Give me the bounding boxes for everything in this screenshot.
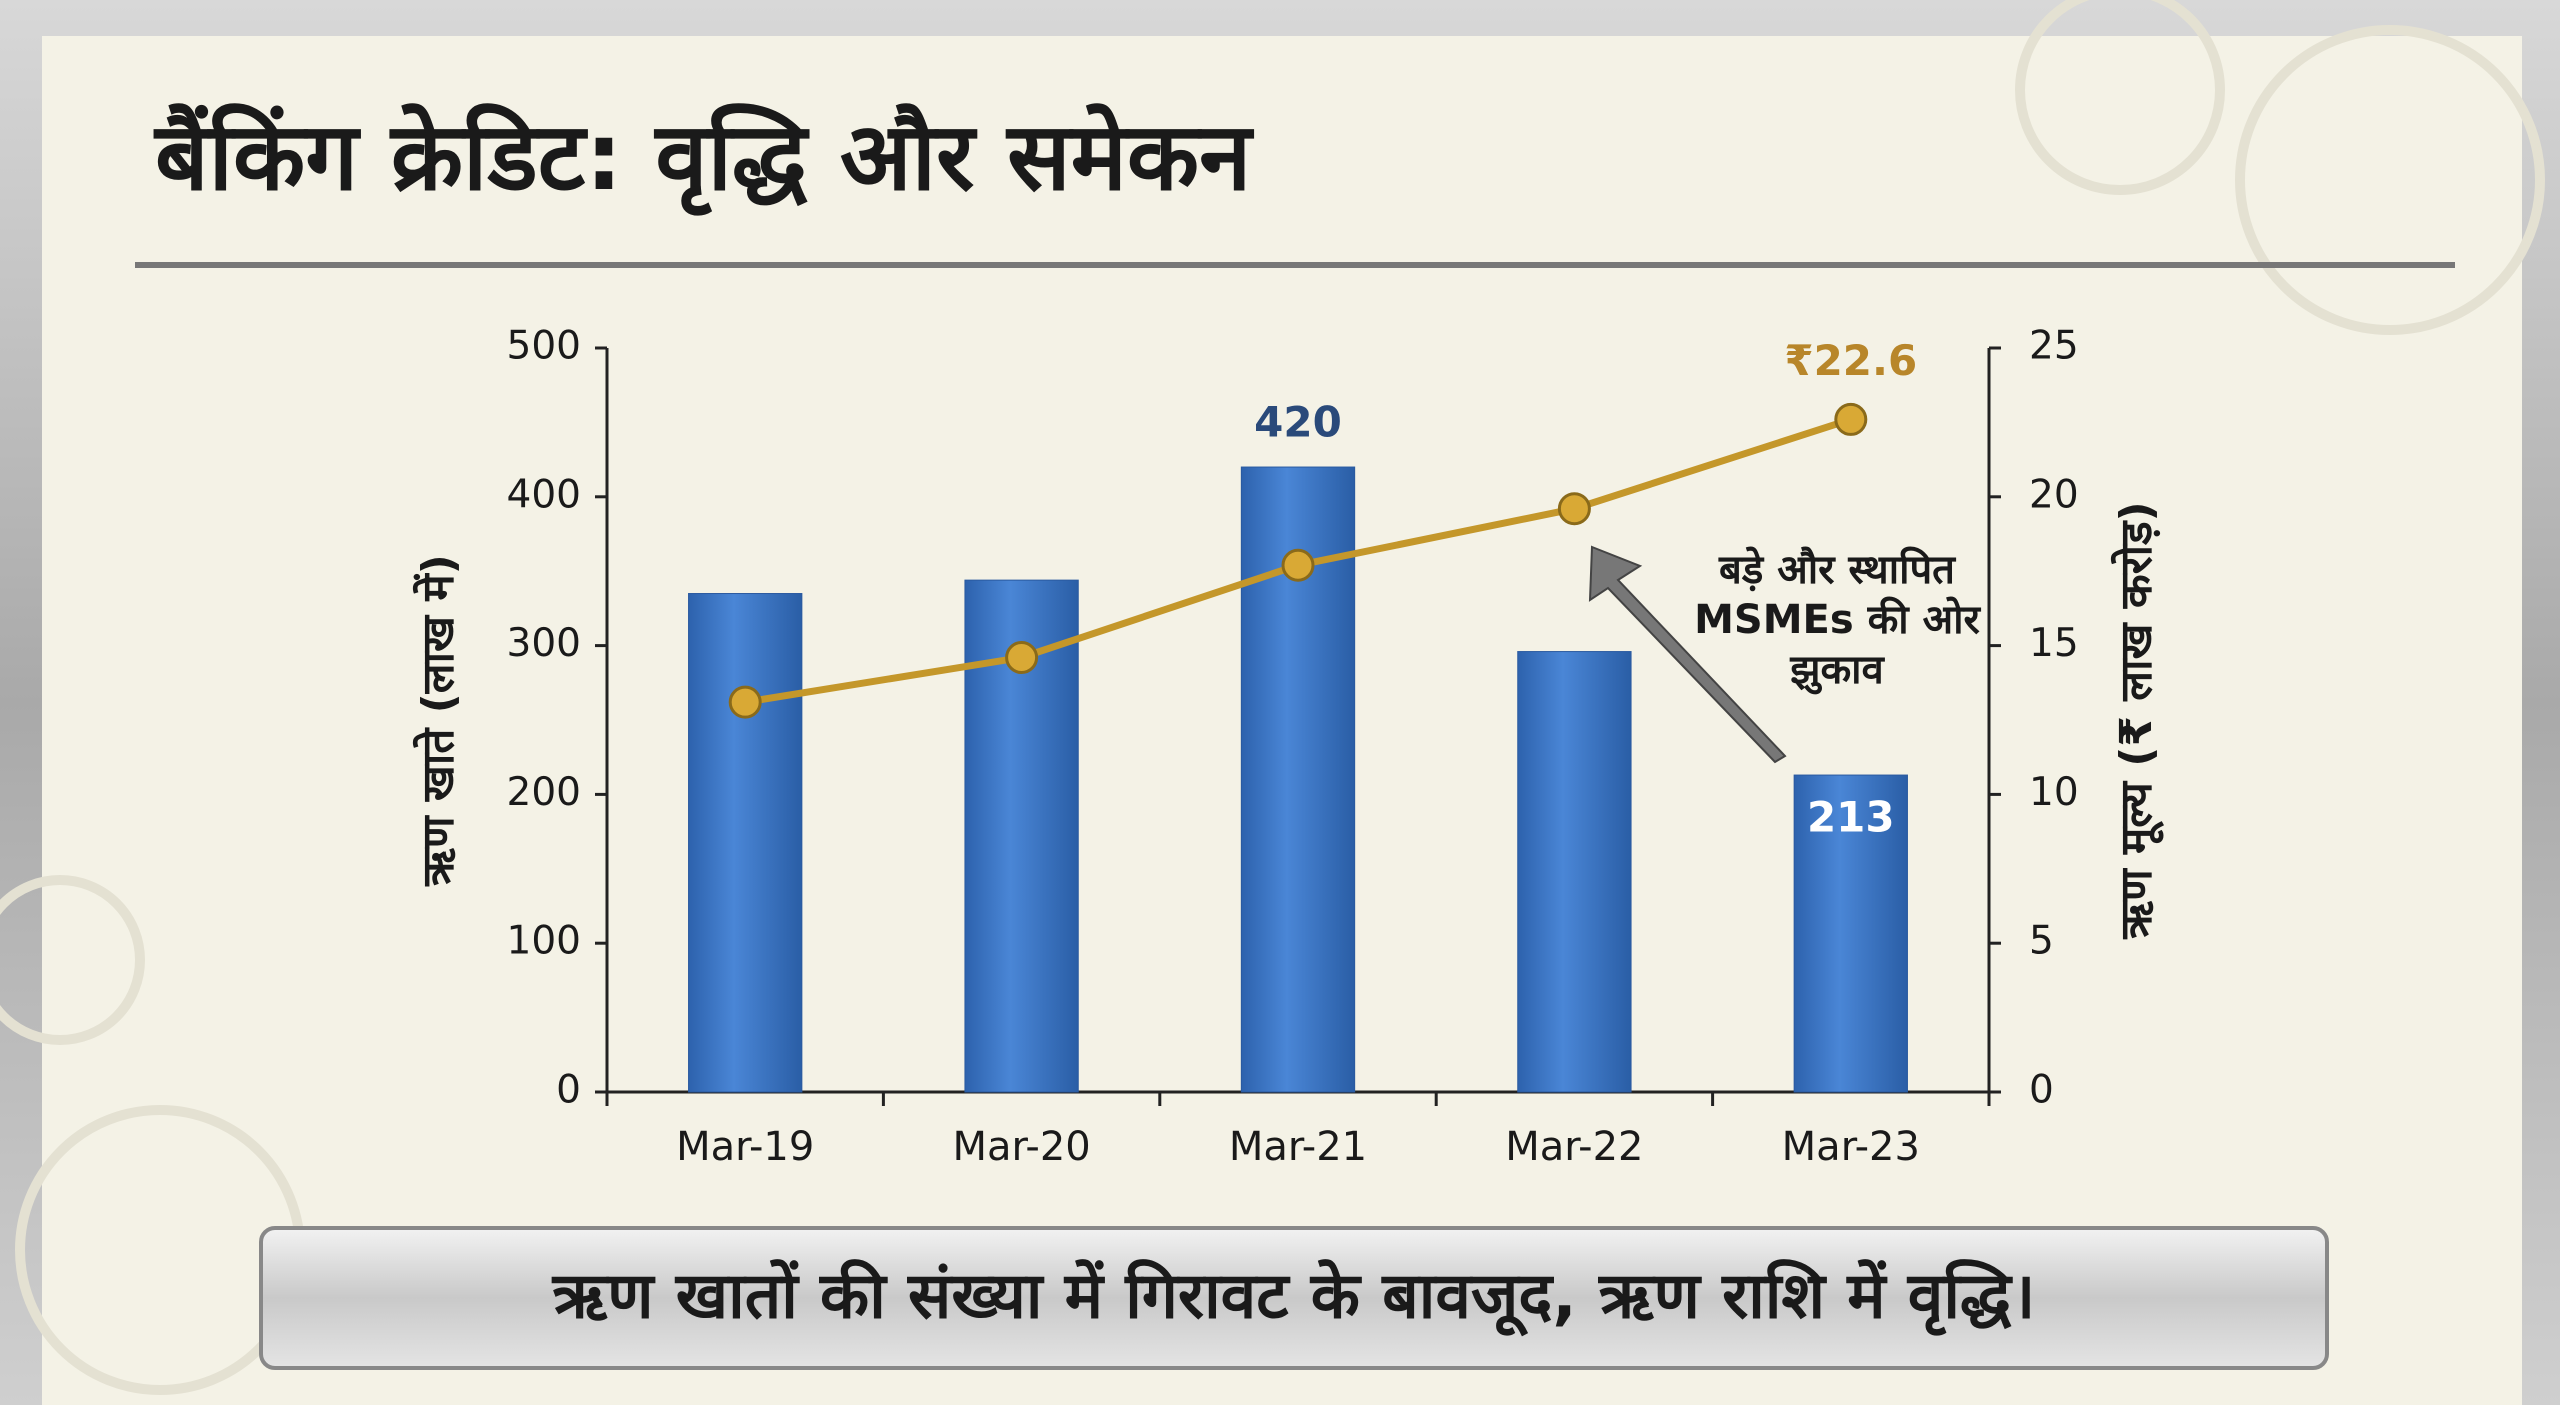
y2-tick-label: 0	[2029, 1068, 2054, 1113]
y2-tick-label: 5	[2029, 919, 2054, 964]
line-point	[1005, 641, 1039, 675]
y2-tick-label: 25	[2029, 324, 2079, 369]
line-point	[1281, 548, 1315, 582]
line-point	[1834, 402, 1868, 436]
bar	[1793, 774, 1908, 1093]
annotation-text: MSMEs की ओर	[1694, 596, 1981, 643]
bar	[688, 593, 803, 1093]
line-value-label: ₹22.6	[1784, 336, 1917, 385]
line-point	[728, 685, 762, 719]
bar-value-label: 213	[1807, 793, 1895, 842]
y2-tick-label: 10	[2029, 770, 2079, 815]
x-tick-label: Mar-21	[1229, 1124, 1367, 1170]
annotation-text: बड़े और स्थापित	[1718, 546, 1956, 593]
y2-tick-label: 20	[2029, 472, 2079, 517]
x-tick-label: Mar-19	[676, 1124, 814, 1170]
y-tick-label: 100	[507, 919, 581, 964]
bar	[1517, 651, 1632, 1093]
y-tick-label: 400	[507, 472, 581, 517]
y-tick-label: 200	[507, 770, 581, 815]
footer-plate	[259, 1226, 2329, 1370]
y-tick-label: 0	[556, 1068, 581, 1113]
x-tick-label: Mar-22	[1505, 1124, 1643, 1170]
annotation-text: झुकाव	[1789, 647, 1885, 695]
bar-value-label: 420	[1254, 398, 1342, 447]
y-tick-label: 300	[507, 621, 581, 666]
plot: 0 100 200 300 400 500 0 5 10 15 20 25 ऋण खाते (लाख म…	[412, 324, 2165, 1171]
y2-tick-label: 15	[2029, 621, 2079, 666]
x-tick-label: Mar-23	[1782, 1124, 1920, 1170]
y2-axis-title: ऋण मूल्य (₹ लाख करोड़)	[2110, 501, 2165, 939]
footer-text: ऋण खातों की संख्या में गिरावट के बावजूद,…	[552, 1259, 2036, 1337]
chart-title: बैंकिंग क्रेडिट: वृद्धि और समेकन	[153, 103, 1254, 216]
annotation-arrow	[1588, 545, 1787, 764]
line-point	[1557, 492, 1591, 526]
x-tick-label: Mar-20	[952, 1124, 1090, 1170]
y-axis-title: ऋण खाते (लाख में)	[412, 554, 464, 887]
y-tick-label: 500	[507, 324, 581, 369]
